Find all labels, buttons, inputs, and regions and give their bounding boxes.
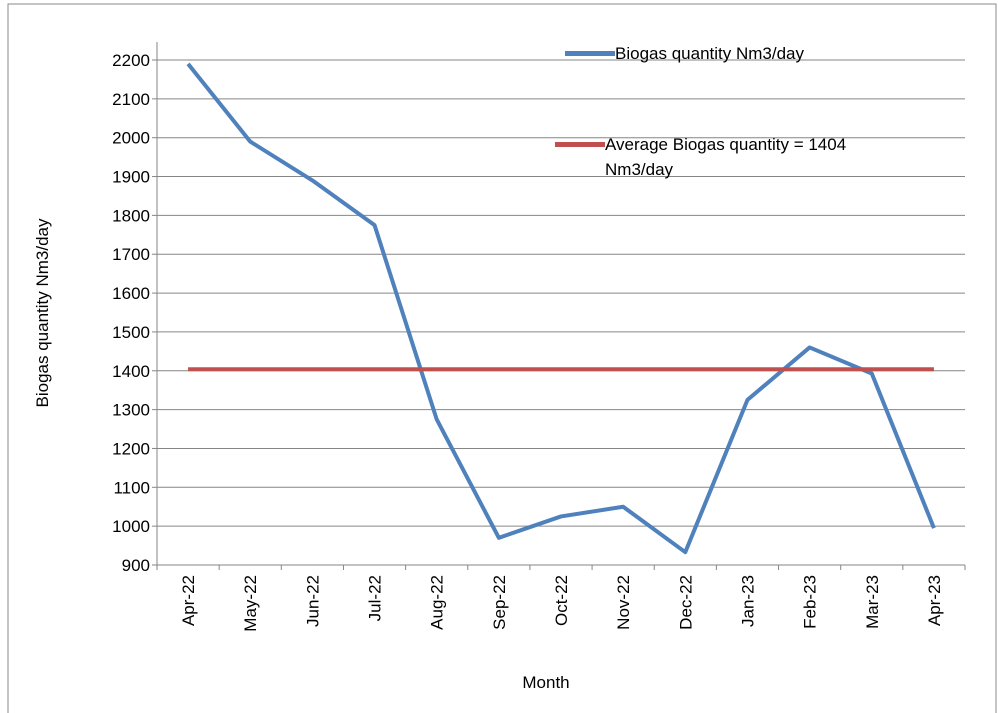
legend-label: Biogas quantity Nm3/day [615, 44, 804, 63]
x-tick-label: Sep-22 [490, 575, 509, 630]
y-tick-label: 2100 [112, 90, 150, 109]
x-axis-title: Month [522, 673, 569, 692]
y-tick-label: 900 [122, 556, 150, 575]
legend-swatch [565, 51, 615, 56]
x-tick-label: Jun-22 [303, 575, 322, 627]
y-tick-label: 1000 [112, 517, 150, 536]
y-tick-label: 1200 [112, 439, 150, 458]
y-tick-label: 1700 [112, 245, 150, 264]
chart-frame [7, 3, 997, 713]
x-tick-label: Jan-23 [738, 575, 757, 627]
y-tick-label: 2200 [112, 51, 150, 70]
y-tick-label: 1500 [112, 323, 150, 342]
x-tick-label: Apr-22 [179, 575, 198, 626]
y-tick-label: 1900 [112, 168, 150, 187]
y-tick-label: 1100 [113, 478, 150, 497]
y-tick-label: 1400 [112, 362, 150, 381]
x-tick-label: Aug-22 [428, 575, 447, 630]
legend-entry: Average Biogas quantity = 1404 Nm3/day [555, 132, 895, 182]
series-line [186, 62, 936, 555]
x-tick-label: Feb-23 [801, 575, 820, 629]
x-tick-label: Jul-22 [366, 575, 385, 621]
x-tick-label: Dec-22 [676, 575, 695, 630]
y-tick-label: 1600 [112, 284, 150, 303]
legend-entry: Biogas quantity Nm3/day [565, 41, 905, 66]
x-tick-label: Apr-23 [925, 575, 944, 626]
x-tick-label: Nov-22 [614, 575, 633, 630]
x-tick-label: Mar-23 [863, 575, 882, 629]
y-axis-title: Biogas quantity Nm3/day [33, 218, 52, 407]
y-tick-label: 2000 [112, 129, 150, 148]
legend-label: Average Biogas quantity = 1404 Nm3/day [605, 135, 847, 179]
x-tick-label: Oct-22 [552, 575, 571, 626]
y-tick-label: 1800 [112, 206, 150, 225]
y-tick-label: 1300 [112, 401, 150, 420]
legend-swatch [555, 142, 605, 147]
x-tick-label: May-22 [241, 575, 260, 632]
